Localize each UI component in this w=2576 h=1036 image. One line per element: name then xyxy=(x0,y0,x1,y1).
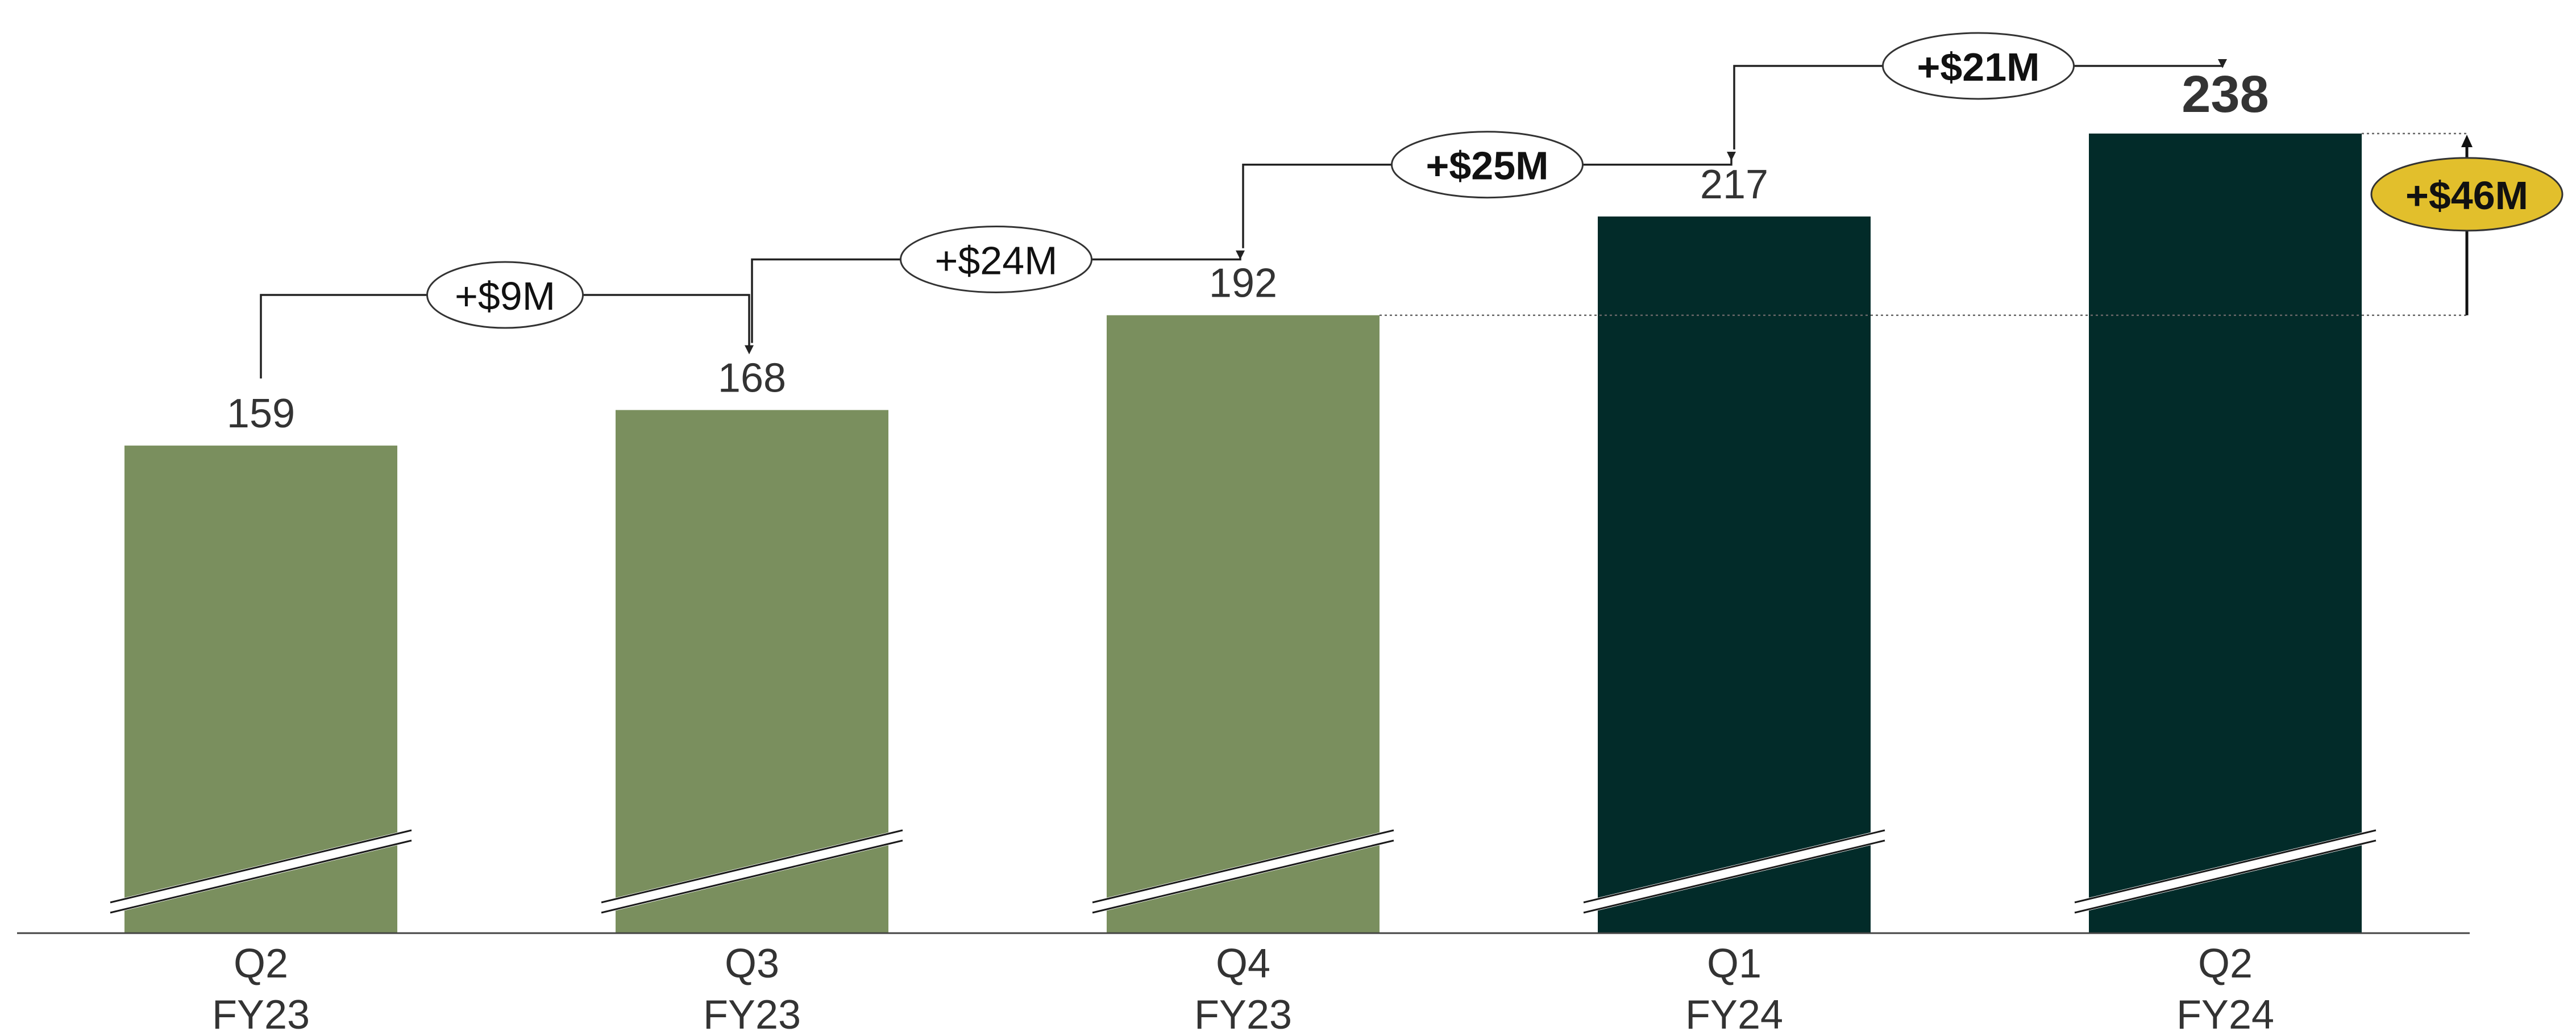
break-edge-top-4 xyxy=(2074,829,2376,904)
step-label-2: +$25M xyxy=(1426,144,1549,188)
break-edge-bottom-2 xyxy=(1092,839,1394,914)
bar-2 xyxy=(1107,315,1380,934)
step-label-1: +$24M xyxy=(935,239,1058,283)
x-tick-line-0-1: FY23 xyxy=(212,992,310,1036)
bar-4 xyxy=(2089,134,2362,933)
break-edge-bottom-0 xyxy=(110,839,412,914)
break-edge-bottom-1 xyxy=(601,839,903,914)
break-edge-top-1 xyxy=(601,829,903,904)
step-oval-3 xyxy=(1882,32,2075,100)
break-gap-4 xyxy=(2073,829,2378,914)
value-label-4: 238 xyxy=(2182,65,2269,123)
break-gap-3 xyxy=(1582,829,1887,914)
step-label-0: +$9M xyxy=(455,274,555,318)
x-tick-label-4: Q2 FY24 xyxy=(2176,941,2274,1036)
break-edge-top-2 xyxy=(1092,829,1394,904)
bar-0 xyxy=(124,446,397,933)
x-tick-line-2-0: Q4 xyxy=(1216,941,1270,987)
value-labels-group: 159 168 192 217 238 xyxy=(227,65,2269,436)
difference-badge-label: +$46M xyxy=(2405,173,2528,218)
break-gap-2 xyxy=(1091,829,1395,914)
value-label-2: 192 xyxy=(1209,261,1277,306)
bar-3 xyxy=(1598,216,1871,934)
x-tick-line-1-0: Q3 xyxy=(725,941,779,987)
x-tick-line-4-1: FY24 xyxy=(2176,992,2274,1036)
x-tick-line-4-0: Q2 xyxy=(2198,941,2253,987)
step-arrowhead-0 xyxy=(745,345,754,355)
value-label-0: 159 xyxy=(227,391,295,436)
break-edge-top-0 xyxy=(110,829,412,904)
bars-group xyxy=(124,134,2362,934)
step-annotations-group: +$9M +$24M +$25M +$21M xyxy=(260,32,2227,379)
x-tick-line-3-0: Q1 xyxy=(1707,941,1761,987)
step-oval-2 xyxy=(1391,131,1584,199)
x-tick-label-0: Q2 FY23 xyxy=(212,941,310,1036)
x-tick-label-1: Q3 FY23 xyxy=(703,941,801,1036)
step-label-3: +$21M xyxy=(1917,45,2040,89)
step-oval-0 xyxy=(426,261,584,329)
value-label-3: 217 xyxy=(1700,162,1768,207)
x-tick-label-2: Q4 FY23 xyxy=(1194,941,1292,1036)
step-arrowhead-3 xyxy=(2218,59,2227,68)
x-tick-line-3-1: FY24 xyxy=(1685,992,1783,1036)
step-arrowhead-1 xyxy=(1236,250,1245,260)
difference-badge xyxy=(2370,157,2563,232)
axis-breaks-group xyxy=(109,829,2378,914)
break-edge-bottom-4 xyxy=(2074,839,2376,914)
break-gap-0 xyxy=(109,829,413,914)
x-tick-labels-group: Q2 FY23 Q3 FY23 Q4 FY23 Q1 FY24 Q2 FY24 xyxy=(212,941,2274,1036)
value-label-1: 168 xyxy=(718,356,786,401)
step-oval-1 xyxy=(900,226,1092,293)
x-tick-line-0-0: Q2 xyxy=(234,941,288,987)
step-arrowhead-2 xyxy=(1727,151,1736,161)
x-tick-line-2-1: FY23 xyxy=(1194,992,1292,1036)
difference-arrowhead xyxy=(2461,135,2473,147)
x-tick-label-3: Q1 FY24 xyxy=(1685,941,1783,1036)
break-gap-1 xyxy=(600,829,904,914)
reference-lines-group: +$46M xyxy=(1380,132,2563,316)
break-edge-bottom-3 xyxy=(1583,839,1885,914)
break-edge-top-3 xyxy=(1583,829,1885,904)
x-tick-line-1-1: FY23 xyxy=(703,992,801,1036)
